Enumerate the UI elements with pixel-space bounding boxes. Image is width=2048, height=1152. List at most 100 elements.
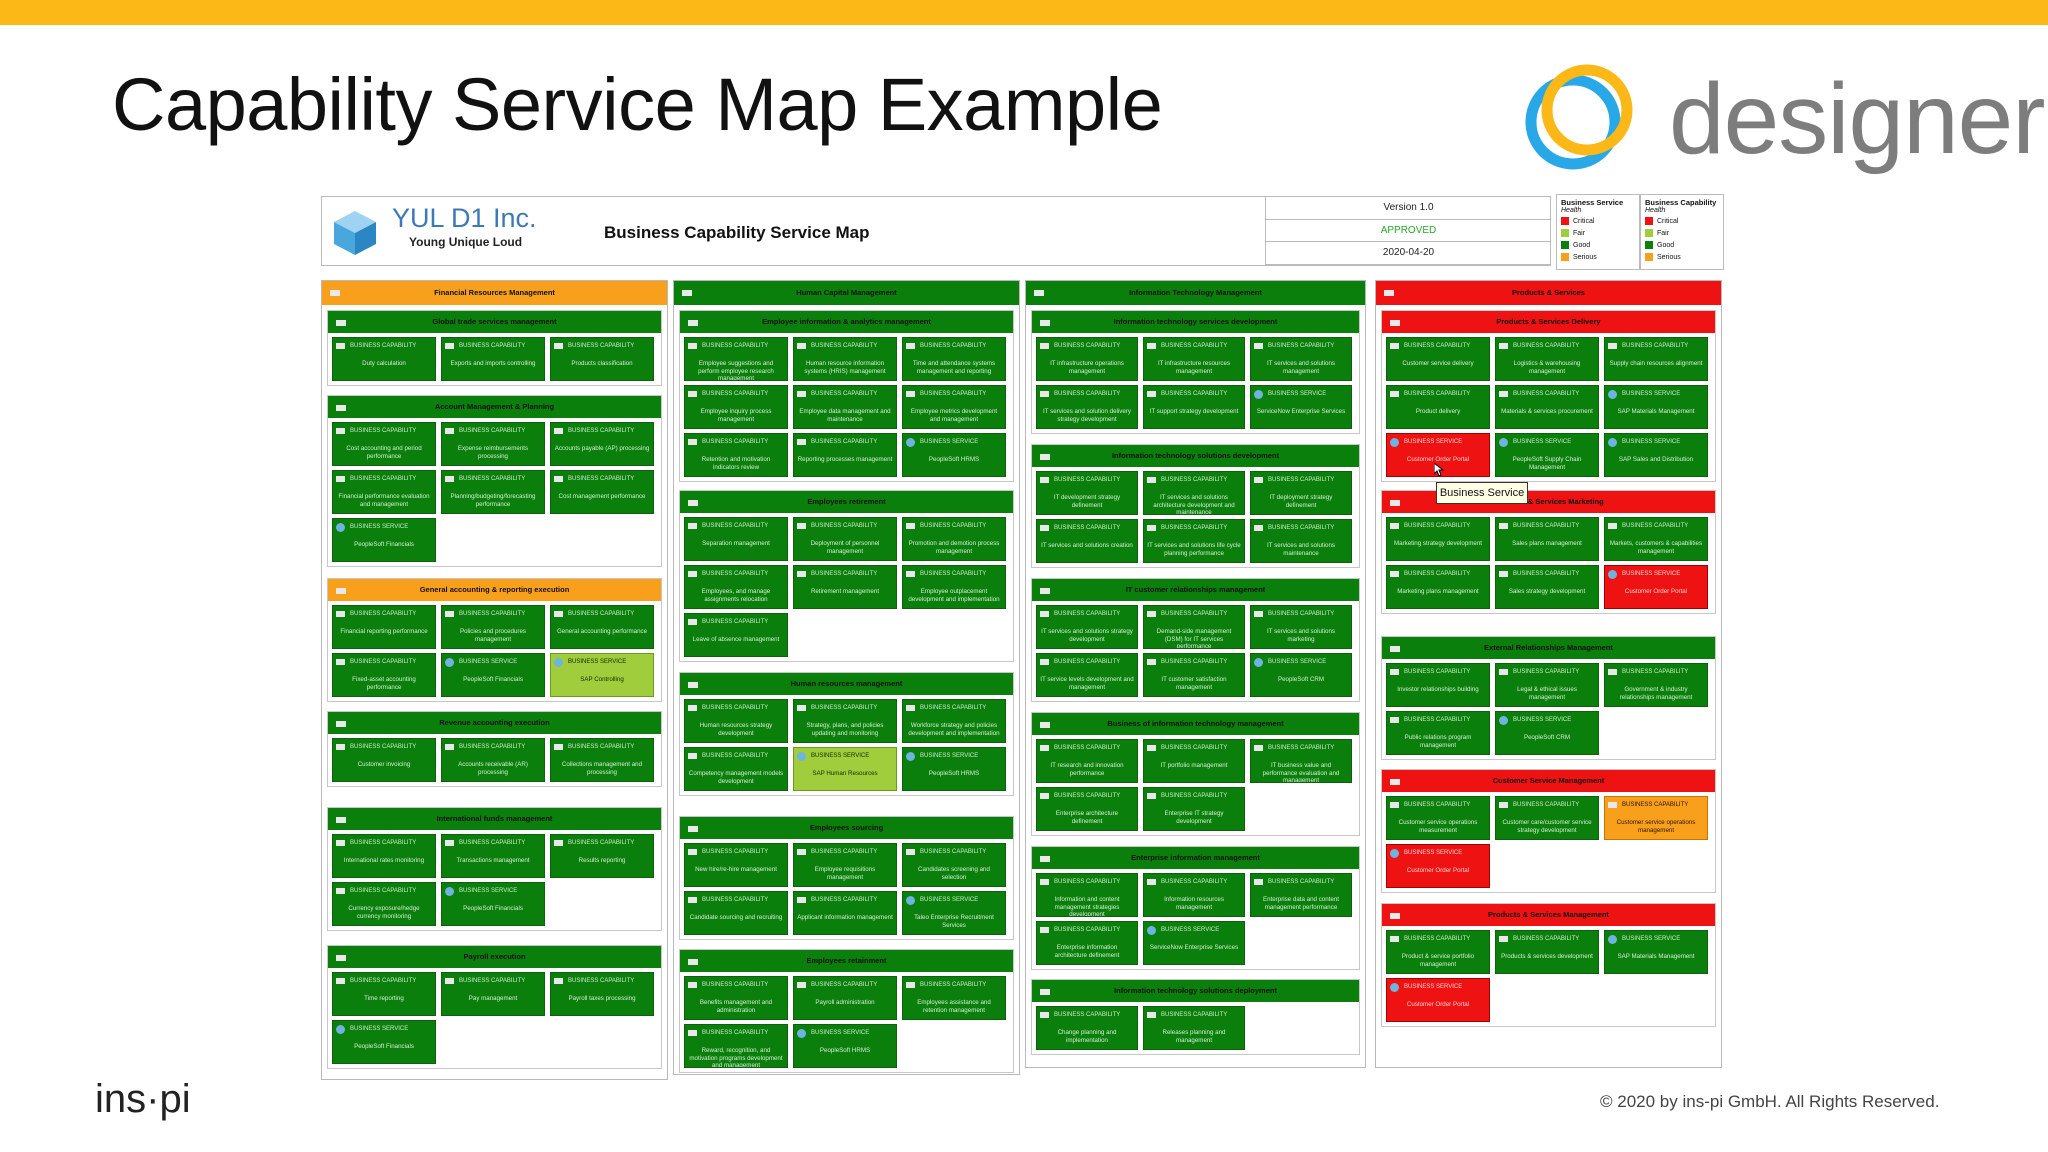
business-capability-card[interactable]: BUSINESS CAPABILITY Marketing strategy de… xyxy=(1386,517,1490,561)
business-capability-card[interactable]: BUSINESS CAPABILITY IT services and solut… xyxy=(1250,605,1352,649)
business-capability-card[interactable]: BUSINESS CAPABILITY Investor relationship… xyxy=(1386,663,1490,707)
business-service-card[interactable]: BUSINESS SERVICE SAP Human Resources xyxy=(793,747,897,791)
collapse-icon[interactable] xyxy=(336,320,346,326)
column-header[interactable]: Products & Services xyxy=(1376,281,1721,305)
business-capability-card[interactable]: BUSINESS CAPABILITY Reporting processes m… xyxy=(793,433,897,477)
collapse-icon[interactable] xyxy=(1040,856,1050,862)
group-header[interactable]: Enterprise information management xyxy=(1032,847,1359,869)
group-header[interactable]: International funds management xyxy=(328,808,661,830)
business-capability-card[interactable]: BUSINESS CAPABILITY Customer care/custome… xyxy=(1495,796,1599,840)
business-capability-card[interactable]: BUSINESS CAPABILITY IT business value and… xyxy=(1250,739,1352,783)
column-header[interactable]: Financial Resources Management xyxy=(322,281,667,305)
business-capability-card[interactable]: BUSINESS CAPABILITY Employee metrics deve… xyxy=(902,385,1006,429)
collapse-icon[interactable] xyxy=(1040,320,1050,326)
collapse-icon[interactable] xyxy=(336,817,346,823)
business-capability-card[interactable]: BUSINESS CAPABILITY IT service levels dev… xyxy=(1036,653,1138,697)
collapse-icon[interactable] xyxy=(1390,320,1400,326)
group-header[interactable]: Employees sourcing xyxy=(680,817,1013,839)
group-header[interactable]: External Relationships Management xyxy=(1382,637,1715,659)
business-capability-card[interactable]: BUSINESS CAPABILITY Marketing plans manag… xyxy=(1386,565,1490,609)
business-capability-card[interactable]: BUSINESS CAPABILITY Duty calculation xyxy=(332,337,436,381)
collapse-icon[interactable] xyxy=(1384,290,1394,296)
business-capability-card[interactable]: BUSINESS CAPABILITY Fixed-asset accountin… xyxy=(332,653,436,697)
business-capability-card[interactable]: BUSINESS CAPABILITY Sales plans managemen… xyxy=(1495,517,1599,561)
business-capability-card[interactable]: BUSINESS CAPABILITY Change planning and i… xyxy=(1036,1006,1138,1050)
business-capability-card[interactable]: BUSINESS CAPABILITY Enterprise informatio… xyxy=(1036,921,1138,965)
business-capability-card[interactable]: BUSINESS CAPABILITY Product delivery xyxy=(1386,385,1490,429)
business-service-card[interactable]: BUSINESS SERVICE PeopleSoft Financials xyxy=(332,1020,436,1064)
business-capability-card[interactable]: BUSINESS CAPABILITY IT services and solut… xyxy=(1143,471,1245,515)
group-header[interactable]: Payroll execution xyxy=(328,946,661,968)
business-capability-card[interactable]: BUSINESS CAPABILITY Time and attendance s… xyxy=(902,337,1006,381)
collapse-icon[interactable] xyxy=(1390,779,1400,785)
business-capability-card[interactable]: BUSINESS CAPABILITY Customer invoicing xyxy=(332,738,436,782)
business-capability-card[interactable]: BUSINESS CAPABILITY Enterprise IT strateg… xyxy=(1143,787,1245,831)
business-capability-card[interactable]: BUSINESS CAPABILITY Enterprise data and c… xyxy=(1250,873,1352,917)
business-capability-card[interactable]: BUSINESS CAPABILITY Planning/budgeting/fo… xyxy=(441,470,545,514)
business-capability-card[interactable]: BUSINESS CAPABILITY Markets, customers & … xyxy=(1604,517,1708,561)
business-capability-card[interactable]: BUSINESS CAPABILITY Exports and imports c… xyxy=(441,337,545,381)
business-capability-card[interactable]: BUSINESS CAPABILITY Candidates screening … xyxy=(902,843,1006,887)
business-capability-card[interactable]: BUSINESS CAPABILITY IT infrastructure ope… xyxy=(1036,337,1138,381)
business-capability-card[interactable]: BUSINESS CAPABILITY Cost management perfo… xyxy=(550,470,654,514)
collapse-icon[interactable] xyxy=(1040,588,1050,594)
group-header[interactable]: Information technology solutions deploym… xyxy=(1032,980,1359,1002)
business-service-card[interactable]: BUSINESS SERVICE PeopleSoft Financials xyxy=(332,518,436,562)
business-capability-card[interactable]: BUSINESS CAPABILITY New hire/re-hire mana… xyxy=(684,843,788,887)
business-capability-card[interactable]: BUSINESS CAPABILITY Product & service por… xyxy=(1386,930,1490,974)
business-capability-card[interactable]: BUSINESS CAPABILITY IT development strate… xyxy=(1036,471,1138,515)
collapse-icon[interactable] xyxy=(688,320,698,326)
business-capability-card[interactable]: BUSINESS CAPABILITY Sales strategy develo… xyxy=(1495,565,1599,609)
business-service-card[interactable]: BUSINESS SERVICE PeopleSoft CRM xyxy=(1495,711,1599,755)
collapse-icon[interactable] xyxy=(688,500,698,506)
business-capability-card[interactable]: BUSINESS CAPABILITY IT deployment strateg… xyxy=(1250,471,1352,515)
collapse-icon[interactable] xyxy=(688,682,698,688)
collapse-icon[interactable] xyxy=(1390,646,1400,652)
business-service-card[interactable]: BUSINESS SERVICE ServiceNow Enterprise Se… xyxy=(1250,385,1352,429)
business-capability-card[interactable]: BUSINESS CAPABILITY Currency exposure/hed… xyxy=(332,882,436,926)
business-capability-card[interactable]: BUSINESS CAPABILITY Pay management xyxy=(441,972,545,1016)
collapse-icon[interactable] xyxy=(1034,290,1044,296)
business-capability-card[interactable]: BUSINESS CAPABILITY Customer service oper… xyxy=(1386,796,1490,840)
business-service-card[interactable]: BUSINESS SERVICE Customer Order Portal xyxy=(1386,844,1490,888)
business-service-card[interactable]: BUSINESS SERVICE Customer Order Portal xyxy=(1386,978,1490,1022)
business-capability-card[interactable]: BUSINESS CAPABILITY Releases planning and… xyxy=(1143,1006,1245,1050)
business-capability-card[interactable]: BUSINESS CAPABILITY IT customer satisfact… xyxy=(1143,653,1245,697)
business-service-card[interactable]: BUSINESS SERVICE Taleo Enterprise Recruit… xyxy=(902,891,1006,935)
business-capability-card[interactable]: BUSINESS CAPABILITY Accounts receivable (… xyxy=(441,738,545,782)
group-header[interactable]: Business of information technology manag… xyxy=(1032,713,1359,735)
group-header[interactable]: Human resources management xyxy=(680,673,1013,695)
group-header[interactable]: Customer Service Management xyxy=(1382,770,1715,792)
group-header[interactable]: Information technology solutions develop… xyxy=(1032,445,1359,467)
business-capability-card[interactable]: BUSINESS CAPABILITY Transactions manageme… xyxy=(441,834,545,878)
business-capability-card[interactable]: BUSINESS CAPABILITY Products & services d… xyxy=(1495,930,1599,974)
group-header[interactable]: General accounting & reporting execution xyxy=(328,579,661,601)
business-capability-card[interactable]: BUSINESS CAPABILITY Separation management xyxy=(684,517,788,561)
collapse-icon[interactable] xyxy=(336,955,346,961)
collapse-icon[interactable] xyxy=(1390,913,1400,919)
group-header[interactable]: Revenue accounting execution xyxy=(328,712,661,734)
business-capability-card[interactable]: BUSINESS CAPABILITY International rates m… xyxy=(332,834,436,878)
business-capability-card[interactable]: BUSINESS CAPABILITY Demand-side managemen… xyxy=(1143,605,1245,649)
business-service-card[interactable]: BUSINESS SERVICE SAP Materials Management xyxy=(1604,385,1708,429)
business-capability-card[interactable]: BUSINESS CAPABILITY Reward, recognition, … xyxy=(684,1024,788,1068)
business-capability-card[interactable]: BUSINESS CAPABILITY Candidate sourcing an… xyxy=(684,891,788,935)
business-capability-card[interactable]: BUSINESS CAPABILITY Retention and motivat… xyxy=(684,433,788,477)
business-capability-card[interactable]: BUSINESS CAPABILITY Customer service deli… xyxy=(1386,337,1490,381)
business-capability-card[interactable]: BUSINESS CAPABILITY IT services and solut… xyxy=(1250,337,1352,381)
business-capability-card[interactable]: BUSINESS CAPABILITY Competency management… xyxy=(684,747,788,791)
business-capability-card[interactable]: BUSINESS CAPABILITY Payroll administratio… xyxy=(793,976,897,1020)
business-service-card[interactable]: BUSINESS SERVICE SAP Sales and Distributi… xyxy=(1604,433,1708,477)
business-capability-card[interactable]: BUSINESS CAPABILITY Legal & ethical issue… xyxy=(1495,663,1599,707)
group-header[interactable]: Products & Services Management xyxy=(1382,904,1715,926)
collapse-icon[interactable] xyxy=(688,826,698,832)
business-capability-card[interactable]: BUSINESS CAPABILITY Leave of absence mana… xyxy=(684,613,788,657)
business-capability-card[interactable]: BUSINESS CAPABILITY Financial reporting p… xyxy=(332,605,436,649)
column-header[interactable]: Information Technology Management xyxy=(1026,281,1365,305)
business-capability-card[interactable]: BUSINESS CAPABILITY IT portfolio manageme… xyxy=(1143,739,1245,783)
business-capability-card[interactable]: BUSINESS CAPABILITY Information and conte… xyxy=(1036,873,1138,917)
group-header[interactable]: Information technology services developm… xyxy=(1032,311,1359,333)
business-capability-card[interactable]: BUSINESS CAPABILITY Employee suggestions … xyxy=(684,337,788,381)
collapse-icon[interactable] xyxy=(1040,454,1050,460)
group-header[interactable]: Employee information & analytics managem… xyxy=(680,311,1013,333)
